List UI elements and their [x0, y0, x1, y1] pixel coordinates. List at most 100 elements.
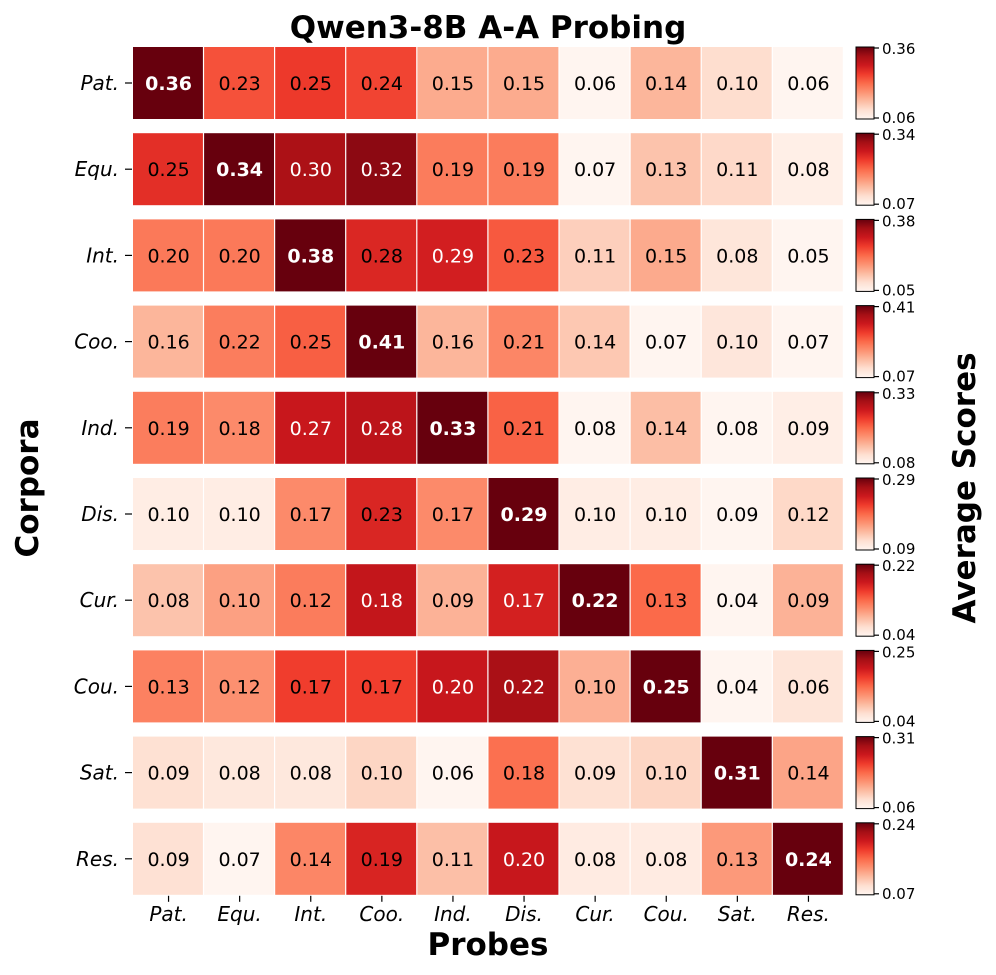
cell-value-label: 0.18 [218, 418, 260, 440]
cell-value-label: 0.11 [574, 245, 616, 267]
x-tick-labels: Pat. Equ. Int. Coo. Ind. Dis. Cur. Cou. Sat. Res. [149, 895, 830, 926]
cell-value-label: 0.17 [503, 590, 545, 612]
heatmap-cell [630, 133, 701, 206]
heatmap-cell [559, 478, 630, 550]
row-label: Dis. [81, 502, 119, 526]
heatmap-cell [772, 391, 843, 464]
cell-value-label: 0.28 [361, 245, 403, 267]
heatmap-cell [417, 564, 488, 637]
cell-value-label: 0.23 [503, 245, 545, 267]
cell-value-label: 0.20 [503, 849, 545, 871]
cell-value-label: 0.09 [787, 418, 829, 440]
heatmap-cell [772, 822, 843, 895]
row-label: Int. [86, 243, 119, 267]
heatmap-cell [204, 47, 274, 119]
colorbar-max-label: 0.24 [882, 816, 915, 834]
cell-value-label: 0.15 [432, 73, 474, 95]
cell-value-label: 0.17 [361, 676, 403, 698]
heatmap-cell [346, 478, 417, 550]
cell-value-label: 0.10 [361, 763, 403, 785]
heatmap-rows: Pat. 0.36 0.23 0.25 0.24 0.15 0.15 0.06 0.14 0.10… [74, 47, 843, 895]
cell-value-label: 0.10 [574, 676, 616, 698]
heatmap-row: Cou. 0.13 0.12 0.17 0.17 0.20 0.22 0.10 0.25 0.04… [74, 650, 843, 723]
colorbar-gradient [855, 391, 875, 465]
heatmap-cell [559, 650, 630, 723]
heatmap-cell [772, 133, 843, 206]
cell-value-label: 0.09 [432, 590, 474, 612]
heatmap-cell [630, 650, 701, 723]
col-label: Cur. [575, 902, 614, 926]
heatmap-row: Res. 0.09 0.07 0.14 0.19 0.11 0.20 0.08 0.08 0.13… [76, 822, 843, 895]
heatmap-cell [133, 822, 203, 895]
heatmap-cell [772, 305, 843, 378]
colorbar-gradient [855, 563, 875, 637]
heatmap-cell [488, 736, 559, 809]
cell-value-label: 0.06 [787, 73, 829, 95]
heatmap-cell [559, 736, 630, 809]
heatmap-cell [488, 822, 559, 895]
y-axis-title: Corpora [10, 418, 46, 557]
colorbar-max-label: 0.22 [882, 557, 915, 575]
row-label: Pat. [80, 71, 119, 95]
cell-value-label: 0.18 [503, 763, 545, 785]
heatmap-cell [417, 391, 488, 464]
colorbar-min-label: 0.06 [882, 109, 915, 127]
heatmap-cell [701, 219, 772, 292]
cell-value-label: 0.17 [432, 504, 474, 526]
row-label: Coo. [74, 330, 119, 354]
cell-value-label: 0.19 [361, 849, 403, 871]
col-label: Coo. [359, 902, 404, 926]
cell-value-label: 0.22 [572, 590, 619, 612]
heatmap-row: Coo. 0.16 0.22 0.25 0.41 0.16 0.21 0.14 0.07 0.10… [74, 305, 843, 378]
col-label: Res. [787, 902, 830, 926]
cell-value-label: 0.08 [716, 418, 758, 440]
cell-value-label: 0.32 [361, 159, 403, 181]
heatmap-cell [772, 478, 843, 550]
cell-value-label: 0.20 [218, 245, 260, 267]
cell-value-label: 0.17 [290, 676, 332, 698]
cell-value-label: 0.11 [432, 849, 474, 871]
heatmap-cell [204, 478, 274, 550]
heatmap-cell [630, 305, 701, 378]
heatmap-row: Sat. 0.09 0.08 0.08 0.10 0.06 0.18 0.09 0.10 0.31… [80, 736, 843, 809]
heatmap-cell [133, 133, 203, 206]
heatmap-cell [275, 305, 346, 378]
col-label: Cou. [644, 902, 689, 926]
row-colorbar: 0.25 0.04 [855, 643, 915, 730]
cell-value-label: 0.14 [290, 849, 332, 871]
heatmap-cell [488, 650, 559, 723]
colorbar-min-label: 0.04 [882, 712, 915, 730]
heatmap-cell [417, 219, 488, 292]
heatmap-cell [204, 650, 274, 723]
heatmap-cell [701, 305, 772, 378]
col-label: Equ. [217, 902, 261, 926]
cell-value-label: 0.16 [432, 332, 474, 354]
row-colorbar: 0.24 0.07 [855, 816, 915, 903]
heatmap-cell [346, 650, 417, 723]
heatmap-cell [204, 219, 274, 292]
heatmap-cell [417, 736, 488, 809]
cell-value-label: 0.09 [787, 590, 829, 612]
cell-value-label: 0.06 [574, 73, 616, 95]
heatmap-cell [559, 305, 630, 378]
col-label: Dis. [505, 902, 543, 926]
colorbar-gradient [855, 649, 875, 723]
colorbar-min-label: 0.07 [882, 885, 915, 903]
heatmap-cell [630, 478, 701, 550]
heatmap-cell [772, 564, 843, 637]
cell-value-label: 0.22 [218, 332, 260, 354]
cell-value-label: 0.08 [574, 418, 616, 440]
heatmap-cell [630, 47, 701, 119]
colorbar-max-label: 0.33 [882, 385, 915, 403]
cell-value-label: 0.28 [361, 418, 403, 440]
cell-value-label: 0.05 [787, 245, 829, 267]
heatmap-cell [133, 47, 203, 119]
cell-value-label: 0.23 [218, 73, 260, 95]
cell-value-label: 0.27 [290, 418, 332, 440]
cell-value-label: 0.31 [714, 763, 761, 785]
cell-value-label: 0.24 [361, 73, 403, 95]
row-label: Cou. [74, 674, 119, 698]
cell-value-label: 0.12 [218, 676, 260, 698]
heatmap-cell [275, 822, 346, 895]
